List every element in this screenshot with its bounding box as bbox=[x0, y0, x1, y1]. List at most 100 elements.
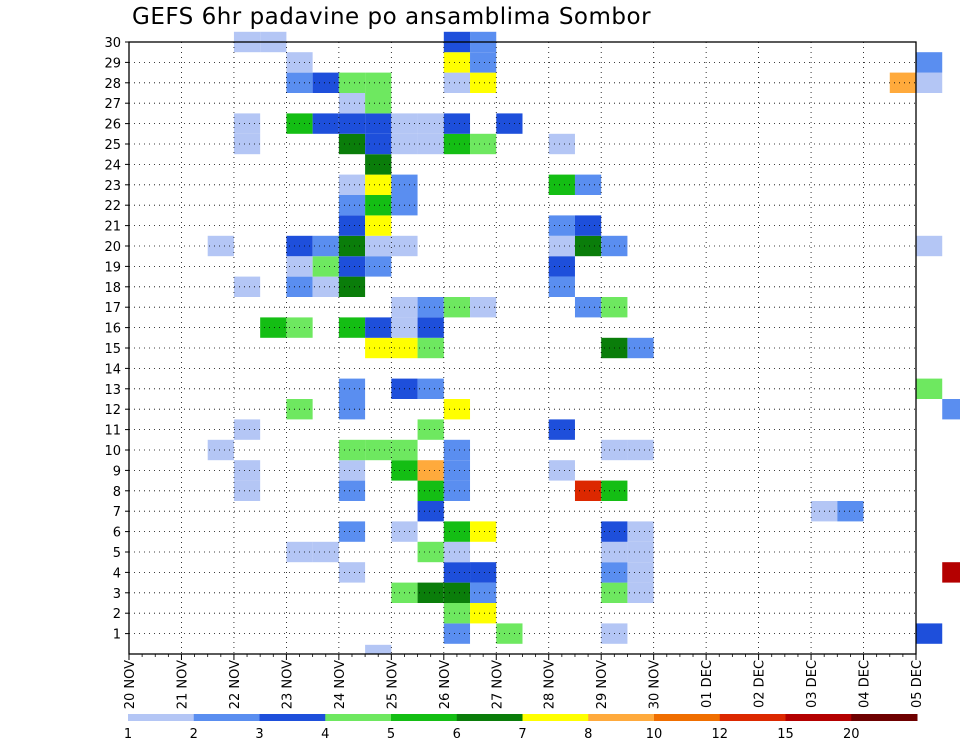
y-tick-label: 25 bbox=[104, 138, 121, 153]
legend-swatch bbox=[522, 714, 589, 721]
precip-cell bbox=[548, 276, 575, 297]
precip-cell bbox=[916, 52, 943, 73]
precip-cell bbox=[365, 133, 392, 155]
precip-cell bbox=[365, 93, 392, 114]
precip-cell bbox=[338, 480, 366, 501]
precip-cell bbox=[942, 399, 960, 420]
legend-swatch bbox=[391, 714, 458, 721]
x-tick-label: 30 NOV bbox=[648, 660, 663, 709]
legend-label: 8 bbox=[584, 727, 592, 742]
precip-cell bbox=[470, 562, 497, 583]
precip-cell bbox=[365, 317, 392, 338]
legend-swatch bbox=[259, 714, 326, 721]
precip-cell bbox=[470, 133, 497, 155]
y-tick-label: 15 bbox=[104, 342, 121, 357]
precip-cell bbox=[443, 72, 471, 93]
precip-cell bbox=[443, 541, 471, 563]
precip-cell bbox=[338, 439, 366, 461]
legend-label: 10 bbox=[646, 727, 663, 742]
y-axis: 1234567891011121314151617181920212223242… bbox=[104, 36, 129, 643]
precip-cell bbox=[916, 235, 943, 257]
y-tick-label: 11 bbox=[104, 424, 121, 439]
precip-cell bbox=[443, 113, 471, 134]
y-tick-label: 12 bbox=[104, 403, 121, 418]
precip-cell bbox=[548, 235, 575, 257]
y-tick-label: 30 bbox=[104, 36, 121, 51]
precip-cell bbox=[338, 460, 366, 481]
y-tick-label: 5 bbox=[113, 546, 121, 561]
precip-cell bbox=[627, 541, 654, 563]
precip-cell bbox=[470, 603, 497, 624]
precip-cell bbox=[548, 460, 575, 481]
x-axis: 20 NOV 21 NOV 22 NOV 23 NOV 24 NOV 25 NOV 26 N… bbox=[123, 654, 925, 709]
precip-cell bbox=[470, 521, 497, 542]
precip-cell bbox=[470, 52, 497, 73]
color-legend: 1 2 3 4 5 6 7 8 10 12 15 20 bbox=[124, 714, 918, 742]
precip-cell bbox=[338, 93, 366, 114]
precip-cell bbox=[627, 582, 654, 603]
precip-cell bbox=[889, 72, 916, 93]
precip-cell bbox=[574, 480, 602, 501]
precip-cell bbox=[233, 133, 261, 155]
precip-cell bbox=[365, 644, 392, 654]
cells-layer bbox=[207, 31, 960, 654]
precip-cell bbox=[312, 235, 339, 257]
y-tick-label: 14 bbox=[104, 362, 121, 377]
precip-cell bbox=[312, 113, 339, 134]
legend-swatch bbox=[719, 714, 786, 721]
precip-cell bbox=[312, 72, 339, 93]
precip-cell bbox=[338, 562, 366, 583]
y-tick-label: 10 bbox=[104, 444, 121, 459]
precip-cell bbox=[233, 480, 261, 501]
precip-cell bbox=[338, 317, 366, 338]
legend-swatch bbox=[851, 714, 918, 721]
precip-cell bbox=[365, 154, 392, 175]
precip-cell bbox=[443, 603, 471, 624]
precip-cell bbox=[470, 582, 497, 603]
precip-cell bbox=[627, 439, 654, 461]
precip-cell bbox=[233, 460, 261, 481]
precip-cell bbox=[365, 439, 392, 461]
x-tick-label: 01 DEC bbox=[700, 660, 715, 708]
precip-cell bbox=[443, 521, 471, 542]
y-tick-label: 1 bbox=[113, 628, 121, 643]
y-tick-label: 2 bbox=[113, 607, 121, 622]
y-tick-label: 16 bbox=[104, 322, 121, 337]
precip-cell bbox=[443, 52, 471, 73]
precip-cell bbox=[365, 235, 392, 257]
y-tick-label: 21 bbox=[104, 220, 121, 235]
legend-label: 20 bbox=[843, 727, 860, 742]
precip-cell bbox=[417, 133, 444, 155]
precip-cell bbox=[417, 297, 444, 318]
x-tick-label: 24 NOV bbox=[333, 660, 348, 709]
y-tick-label: 13 bbox=[104, 383, 121, 398]
precip-cell bbox=[365, 113, 392, 134]
y-tick-label: 24 bbox=[104, 158, 121, 173]
x-tick-label: 29 NOV bbox=[595, 660, 610, 709]
precip-cell bbox=[338, 215, 366, 236]
precip-cell bbox=[338, 521, 366, 542]
precip-cell bbox=[942, 562, 960, 583]
precip-cell bbox=[233, 276, 261, 297]
precip-cell bbox=[312, 276, 339, 297]
y-tick-label: 22 bbox=[104, 199, 121, 214]
precip-cell bbox=[233, 113, 261, 134]
precip-cell bbox=[443, 460, 471, 481]
x-tick-label: 27 NOV bbox=[490, 660, 505, 709]
x-tick-label: 21 NOV bbox=[175, 660, 190, 709]
precip-cell bbox=[338, 113, 366, 134]
precip-cell bbox=[338, 235, 366, 257]
precip-cell bbox=[260, 317, 287, 338]
x-tick-label: 26 NOV bbox=[438, 660, 453, 709]
legend-label: 7 bbox=[518, 727, 526, 742]
legend-swatch bbox=[456, 714, 523, 721]
precip-cell bbox=[365, 195, 392, 216]
grid-layer bbox=[129, 41, 916, 654]
precip-cell bbox=[417, 378, 444, 399]
legend-swatch bbox=[654, 714, 721, 721]
legend-label: 5 bbox=[387, 727, 395, 742]
legend-label: 1 bbox=[124, 727, 132, 742]
precip-cell bbox=[417, 317, 444, 338]
legend-label: 12 bbox=[711, 727, 728, 742]
precip-cell bbox=[574, 215, 602, 236]
